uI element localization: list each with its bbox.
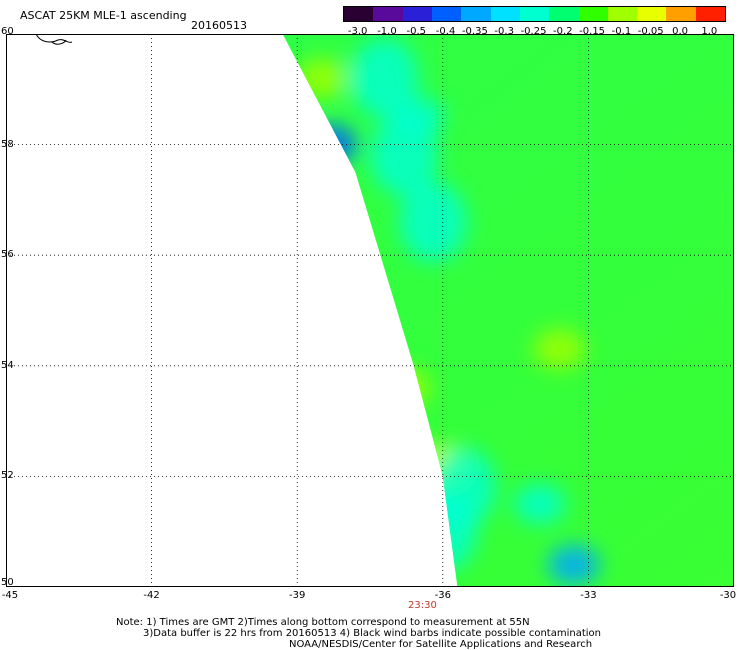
latitude-tick-label: 56 (1, 249, 14, 261)
value-patch (399, 182, 468, 263)
coastline (35, 34, 73, 45)
color-scale-label: -0.2 (553, 26, 573, 37)
color-scale-label: -0.25 (520, 26, 547, 37)
color-scale-label: -0.15 (579, 26, 606, 37)
map-date: 20160513 (191, 19, 247, 32)
color-scale-segment (578, 7, 608, 21)
value-patch (513, 484, 566, 525)
color-scale-label: -0.4 (435, 26, 456, 37)
longitude-tick-label: -39 (289, 590, 306, 601)
color-scale-bar (343, 6, 726, 22)
latitude-tick-label: 58 (1, 138, 14, 150)
color-scale-label: 1.0 (701, 26, 718, 37)
time-label: 23:30 (408, 600, 437, 611)
color-scale-label: -3.0 (347, 26, 368, 37)
color-scale-segment (666, 7, 696, 21)
value-patch (295, 58, 348, 99)
value-patch (408, 491, 477, 572)
color-scale-segment (373, 7, 403, 21)
value-patch (350, 38, 419, 119)
color-scale-segment (695, 7, 726, 21)
color-scale-segment (402, 7, 432, 21)
longitude-tick-label: -30 (719, 590, 737, 601)
value-patch (369, 115, 438, 196)
longitude-tick-label: -42 (143, 590, 160, 601)
color-scale-label: -0.35 (461, 26, 488, 37)
value-patch (547, 544, 600, 585)
longitude-tick-label: -45 (1, 590, 19, 601)
color-scale-label: -0.1 (611, 26, 632, 37)
color-scale-segment (549, 7, 579, 21)
color-scale-segment (431, 7, 462, 21)
color-scale-segment (344, 7, 374, 21)
longitude-tick-label: -36 (434, 590, 451, 601)
value-patch (305, 124, 358, 165)
longitude-tick-label: -33 (580, 590, 597, 601)
color-scale-segment (490, 7, 520, 21)
color-scale-label: -0.05 (637, 26, 664, 37)
latitude-tick-label: 50 (1, 577, 14, 588)
latitude-tick-label: 52 (1, 470, 14, 482)
color-scale-segment (607, 7, 638, 21)
note-line-2: 3)Data buffer is 22 hrs from 20160513 4)… (143, 628, 601, 639)
value-patch (533, 329, 586, 370)
latitude-tick-label: 54 (1, 359, 14, 371)
color-scale-segment (461, 7, 491, 21)
map-title: ASCAT 25KM MLE-1 ascending (20, 9, 187, 22)
color-scale-label: -1.0 (377, 26, 397, 37)
color-scale-label: -0.3 (494, 26, 514, 37)
latitude-tick-label: 60 (1, 26, 14, 37)
note-line-1: Note: 1) Times are GMT 2)Times along bot… (116, 617, 530, 628)
color-scale-label: -0.5 (406, 26, 427, 37)
color-scale-segment (519, 7, 550, 21)
color-scale-segment (637, 7, 667, 21)
value-patch (377, 367, 430, 408)
credit-line: NOAA/NESDIS/Center for Satellite Applica… (289, 639, 593, 650)
color-scale-label: 0.0 (672, 26, 688, 37)
swath-map (6, 34, 734, 587)
